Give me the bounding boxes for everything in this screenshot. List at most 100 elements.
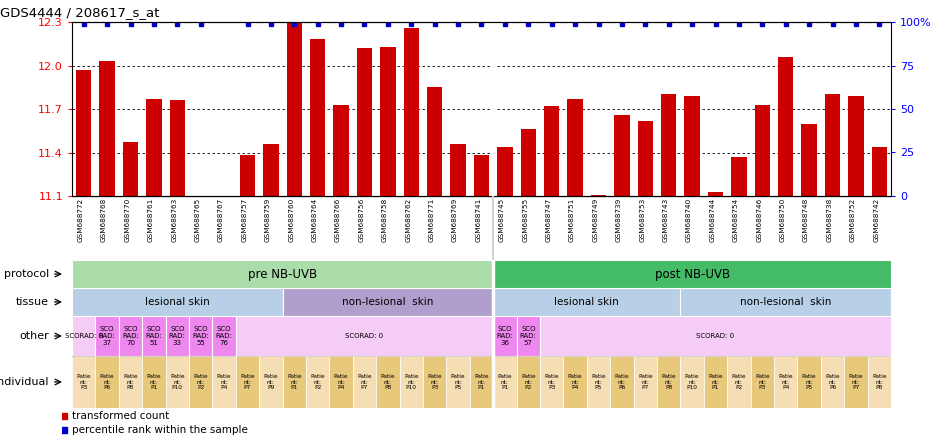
Text: Patie
nt:
P1: Patie nt: P1 — [709, 374, 723, 390]
Text: SCORAD: 0: SCORAD: 0 — [65, 333, 103, 339]
Bar — [72, 356, 95, 408]
Text: Patie
nt:
P7: Patie nt: P7 — [358, 374, 372, 390]
Text: SCORAD: 0: SCORAD: 0 — [696, 333, 735, 339]
Bar — [423, 356, 446, 408]
Text: Patie
nt:
P1: Patie nt: P1 — [498, 374, 512, 390]
Text: lesional skin: lesional skin — [145, 297, 210, 307]
Text: GSM688766: GSM688766 — [335, 197, 341, 242]
Bar — [212, 316, 236, 356]
Bar — [329, 356, 353, 408]
Bar — [614, 115, 630, 196]
Bar — [95, 316, 119, 356]
Bar — [259, 356, 283, 408]
Bar — [427, 87, 443, 196]
Text: Patie
nt:
P8: Patie nt: P8 — [662, 374, 676, 390]
Bar — [493, 260, 891, 288]
Bar — [567, 99, 583, 196]
Bar — [72, 288, 283, 316]
Text: Patie
nt:
P6: Patie nt: P6 — [100, 374, 114, 390]
Text: Patie
nt:
P8: Patie nt: P8 — [872, 374, 886, 390]
Bar — [400, 356, 423, 408]
Text: Patie
nt:
P2: Patie nt: P2 — [194, 374, 208, 390]
Text: Patie
nt:
P3: Patie nt: P3 — [77, 374, 91, 390]
Bar — [493, 356, 517, 408]
Bar — [587, 356, 610, 408]
Text: Patie
nt:
P4: Patie nt: P4 — [334, 374, 348, 390]
Text: Patie
nt:
P6: Patie nt: P6 — [615, 374, 629, 390]
Text: Patie
nt:
P5: Patie nt: P5 — [592, 374, 606, 390]
Bar — [544, 106, 560, 196]
Text: SCO
RAD:
55: SCO RAD: 55 — [192, 326, 209, 346]
Bar — [497, 147, 513, 196]
Bar — [119, 316, 142, 356]
Text: GSM688740: GSM688740 — [686, 197, 692, 242]
Text: Patie
nt:
P4: Patie nt: P4 — [779, 374, 793, 390]
Bar — [306, 356, 329, 408]
Bar — [517, 316, 540, 356]
Bar — [380, 47, 396, 196]
Text: transformed count: transformed count — [72, 411, 169, 421]
Bar — [146, 99, 162, 196]
Bar — [470, 356, 493, 408]
Text: SCO
RAD:
36: SCO RAD: 36 — [496, 326, 513, 346]
Text: Patie
nt:
P1: Patie nt: P1 — [147, 374, 161, 390]
Text: Patie
nt:
P4: Patie nt: P4 — [217, 374, 231, 390]
Text: Patie
nt:
P1: Patie nt: P1 — [475, 374, 489, 390]
Text: GSM688753: GSM688753 — [639, 197, 645, 242]
Text: GSM688747: GSM688747 — [546, 197, 551, 242]
Text: GSM688762: GSM688762 — [405, 197, 411, 242]
Bar — [825, 95, 841, 196]
Bar — [778, 57, 794, 196]
Bar — [142, 316, 166, 356]
Text: non-lesional  skin: non-lesional skin — [740, 297, 831, 307]
Bar — [731, 157, 747, 196]
Text: Patie
nt:
P8: Patie nt: P8 — [124, 374, 138, 390]
Text: GSM688748: GSM688748 — [803, 197, 809, 242]
Text: Patie
nt:
P10: Patie nt: P10 — [170, 374, 184, 390]
Text: GSM688758: GSM688758 — [382, 197, 388, 242]
Text: post NB-UVB: post NB-UVB — [654, 267, 730, 281]
Bar — [871, 147, 887, 196]
Text: GSM688746: GSM688746 — [756, 197, 762, 242]
Bar — [119, 356, 142, 408]
Bar — [754, 105, 770, 196]
Bar — [708, 192, 724, 196]
Text: Patie
nt:
P10: Patie nt: P10 — [404, 374, 418, 390]
Bar — [821, 356, 844, 408]
Text: GSM688772: GSM688772 — [78, 197, 83, 242]
Text: GSM688755: GSM688755 — [522, 197, 528, 242]
Text: GSM688771: GSM688771 — [429, 197, 434, 242]
Bar — [520, 129, 536, 196]
Bar — [563, 356, 587, 408]
Text: percentile rank within the sample: percentile rank within the sample — [72, 425, 248, 435]
Bar — [450, 144, 466, 196]
Text: GSM688765: GSM688765 — [195, 197, 200, 242]
Text: Patie
nt:
P7: Patie nt: P7 — [638, 374, 652, 390]
Bar — [166, 356, 189, 408]
Text: Patie
nt:
P5: Patie nt: P5 — [451, 374, 465, 390]
Bar — [493, 316, 517, 356]
Text: SCO
RAD:
51: SCO RAD: 51 — [145, 326, 162, 346]
Bar — [493, 288, 680, 316]
Text: GSM688741: GSM688741 — [475, 197, 481, 242]
Bar — [591, 194, 607, 196]
Bar — [286, 3, 302, 196]
Text: GSM688769: GSM688769 — [452, 197, 458, 242]
Text: Patie
nt:
P3: Patie nt: P3 — [755, 374, 769, 390]
Text: GSM688754: GSM688754 — [733, 197, 739, 242]
Bar — [797, 356, 821, 408]
Bar — [540, 316, 891, 356]
Text: SCORAD: 0: SCORAD: 0 — [345, 333, 384, 339]
Text: non-lesional  skin: non-lesional skin — [343, 297, 433, 307]
Text: Patie
nt:
P10: Patie nt: P10 — [685, 374, 699, 390]
Bar — [774, 356, 797, 408]
Bar — [333, 105, 349, 196]
Bar — [236, 316, 493, 356]
Text: SCO
RAD:
76: SCO RAD: 76 — [215, 326, 232, 346]
Text: SCO
RAD:
57: SCO RAD: 57 — [519, 326, 536, 346]
Bar — [446, 356, 470, 408]
Bar — [72, 260, 493, 288]
Bar — [680, 356, 704, 408]
Text: SCO
RAD:
70: SCO RAD: 70 — [122, 326, 139, 346]
Text: GSM688761: GSM688761 — [148, 197, 154, 242]
